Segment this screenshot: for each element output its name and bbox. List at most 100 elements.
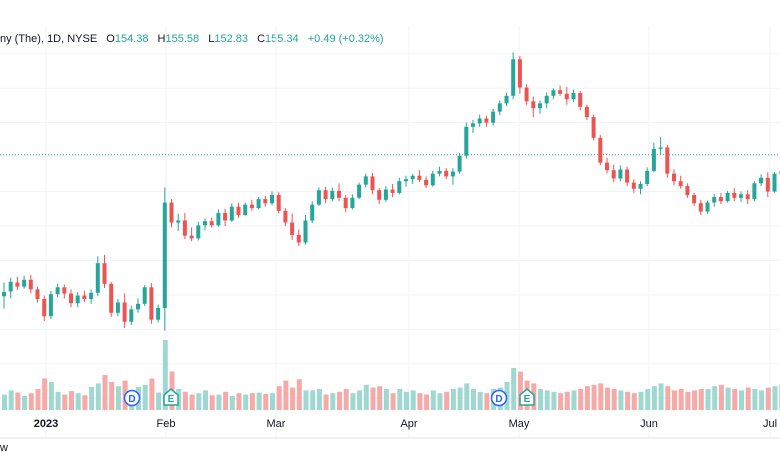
dividend-marker[interactable]: D: [490, 389, 508, 407]
volume-bar: [55, 391, 61, 410]
volume-bar: [62, 394, 68, 410]
volume-bar: [605, 387, 610, 410]
candle-body: [323, 190, 328, 200]
volume-bar: [162, 340, 168, 410]
volume-bar: [672, 390, 677, 410]
volume-bar: [189, 394, 195, 410]
candle-body: [658, 147, 663, 149]
volume-bar: [337, 391, 342, 410]
volume-bar: [444, 391, 450, 410]
volume-bar: [417, 393, 423, 410]
candle-body: [497, 103, 502, 112]
symbol-text: ny (The), 1D, NYSE: [0, 33, 98, 45]
candle-body: [578, 93, 583, 107]
candle-body: [638, 183, 643, 189]
candle-body: [564, 93, 569, 100]
volume-bar: [511, 368, 517, 410]
volume-bar: [102, 375, 108, 410]
volume-bar: [249, 393, 255, 410]
candle-body: [390, 189, 395, 193]
volume-bar: [69, 391, 74, 410]
candle-body: [739, 194, 743, 198]
volume-bar: [95, 383, 101, 410]
candle-body: [136, 303, 140, 310]
earnings-shape: [519, 388, 535, 406]
candlestick-chart[interactable]: D E D E 2023 Feb Mar Apr May Jun Jul: [0, 26, 780, 442]
volume-bar: [484, 393, 490, 410]
x-tick-label: Jul: [763, 418, 777, 430]
candle-body: [28, 279, 33, 290]
volume-bar: [42, 378, 48, 410]
candle-body: [598, 137, 603, 163]
volume-bar: [330, 393, 336, 410]
dividend-circle: [490, 389, 508, 407]
volume-bar: [558, 393, 564, 410]
candle-body: [283, 210, 288, 223]
chart-grid: [0, 26, 780, 438]
candle-body: [517, 59, 522, 88]
candle-body: [424, 179, 429, 186]
volume-bar: [48, 382, 54, 410]
x-tick-label: Feb: [157, 418, 176, 430]
candle-body: [397, 181, 402, 193]
candle-body: [685, 186, 690, 195]
volume-bar: [477, 391, 483, 410]
candle-body: [303, 220, 308, 243]
volume-bar: [182, 391, 188, 410]
volume-bar: [551, 391, 557, 410]
volume-bar: [296, 379, 302, 410]
volume-bar: [323, 394, 329, 410]
candle-body: [330, 190, 335, 200]
candle-body: [484, 118, 489, 123]
candle-body: [752, 183, 757, 200]
earnings-marker[interactable]: E: [163, 388, 179, 406]
volume-bar: [765, 387, 771, 410]
earnings-shape: [163, 388, 179, 406]
close-label: C: [257, 33, 266, 45]
candle-body: [122, 302, 127, 322]
candle-body: [772, 173, 777, 192]
volume-bar: [203, 390, 208, 410]
candle-body: [645, 170, 650, 184]
volume-bar: [229, 396, 235, 410]
candle-body: [357, 184, 362, 198]
candle-body: [236, 206, 241, 215]
candle-body: [705, 202, 710, 212]
volume-bar: [290, 387, 296, 410]
volume-bar: [28, 393, 34, 410]
candle-body: [665, 147, 670, 174]
ohlc-legend: ny (The), 1D, NYSE O154.38 H155.58 L152.…: [0, 33, 384, 45]
candle-body: [115, 302, 120, 313]
volume-bar: [22, 396, 28, 410]
volume-bar: [705, 389, 711, 410]
candle-body: [591, 117, 596, 138]
candle-body: [229, 206, 234, 221]
marker-label: D: [495, 394, 502, 405]
candle-body: [216, 212, 221, 226]
earnings-marker[interactable]: E: [519, 388, 535, 406]
volume-bar: [109, 382, 115, 410]
candle-body: [189, 235, 194, 239]
open-value: 154.38: [114, 33, 149, 45]
volume-bar: [718, 384, 724, 410]
candle-body: [625, 169, 630, 183]
dividend-marker[interactable]: D: [123, 389, 141, 407]
candle-body: [149, 287, 154, 320]
candle-body: [296, 234, 301, 243]
candle-body: [759, 177, 764, 184]
volume-bar: [625, 391, 631, 410]
volume-bar: [343, 389, 349, 410]
candle-body: [203, 221, 207, 226]
candle-body: [765, 177, 770, 192]
candle-body: [651, 148, 656, 171]
volume-bar: [725, 387, 731, 410]
volume-bar: [665, 386, 671, 410]
volume-bar: [618, 390, 624, 410]
candle-body: [109, 283, 114, 313]
volume-bar: [316, 389, 322, 410]
x-tick-label: May: [509, 418, 530, 430]
candle-body: [256, 199, 261, 209]
candle-body: [350, 197, 355, 209]
candle-body: [464, 126, 469, 156]
